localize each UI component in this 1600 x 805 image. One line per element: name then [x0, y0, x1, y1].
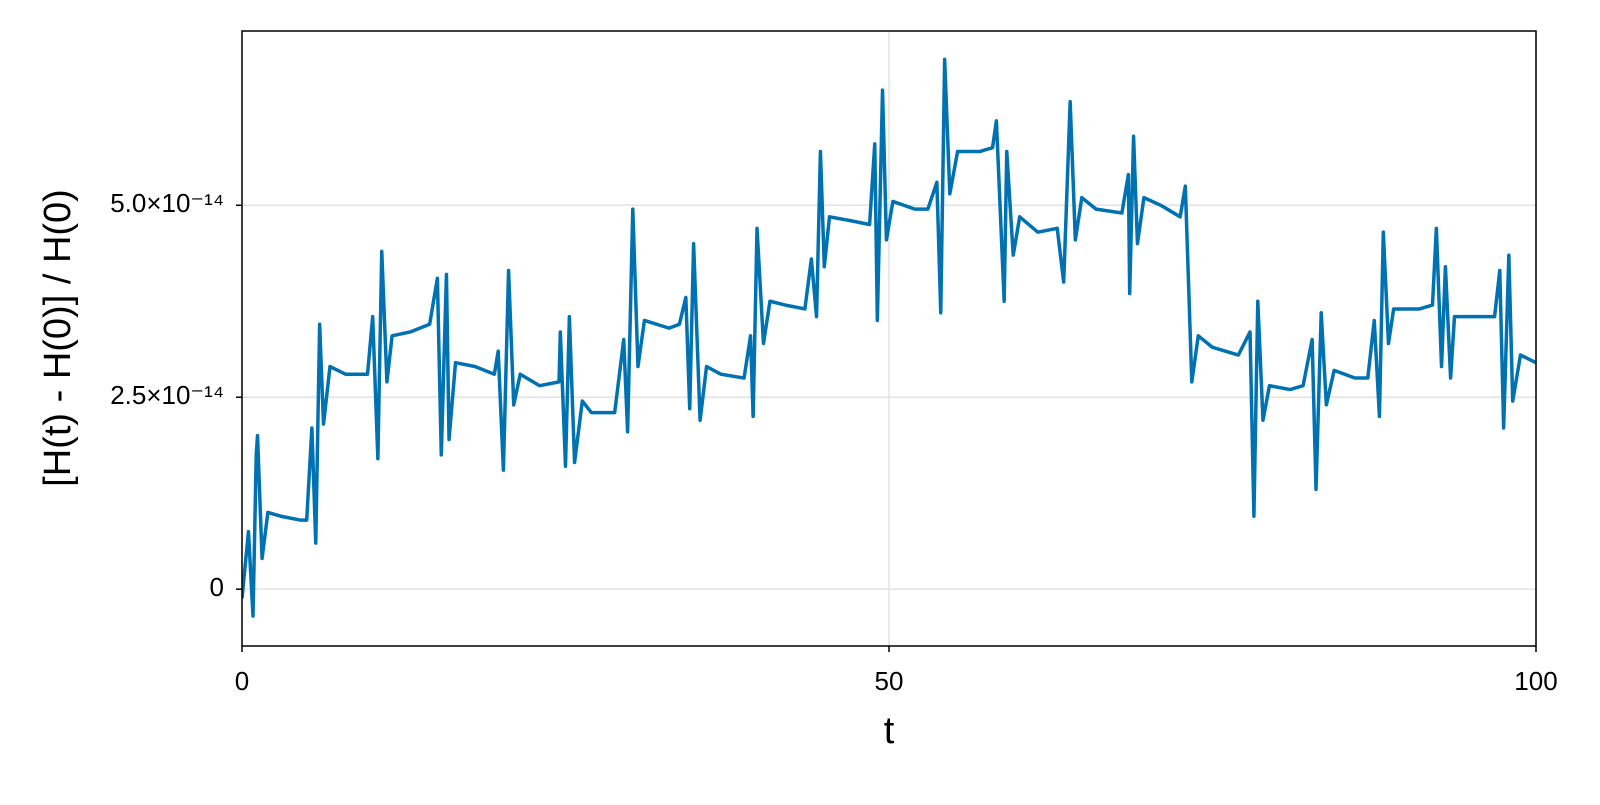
data-line: [242, 57, 1536, 618]
x-tick-label: 100: [1514, 666, 1557, 696]
ticks: 0 50 100 0 2.5×10⁻¹⁴ 5.0×10⁻¹⁴: [110, 188, 1558, 696]
y-axis-label: [H(t) - H(0)] / H(0): [37, 189, 79, 487]
plot: [242, 57, 1536, 618]
y-tick-label: 0: [210, 572, 224, 602]
x-tick-label: 0: [235, 666, 249, 696]
y-tick-label: 5.0×10⁻¹⁴: [110, 188, 224, 218]
x-axis-label: t: [884, 710, 895, 752]
x-tick-label: 50: [875, 666, 904, 696]
y-tick-label: 2.5×10⁻¹⁴: [110, 380, 224, 410]
